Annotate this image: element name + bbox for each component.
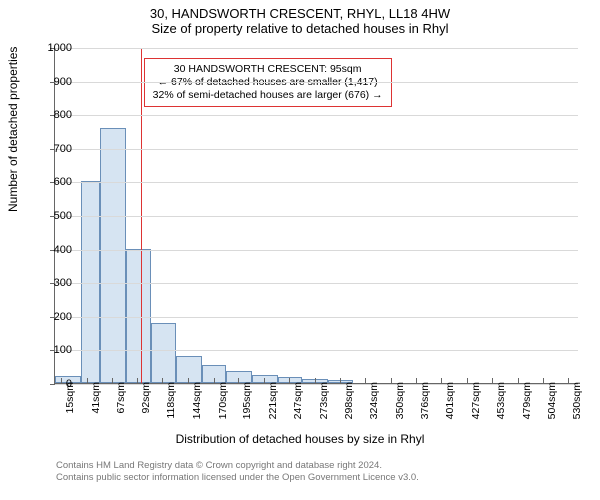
x-tick-label: 453sqm — [495, 382, 507, 419]
x-tick-label: 350sqm — [394, 382, 406, 419]
x-tick-label: 479sqm — [521, 382, 533, 419]
x-tick-mark — [112, 378, 113, 383]
x-tick-label: 247sqm — [292, 382, 304, 419]
x-tick-mark — [543, 378, 544, 383]
x-tick-label: 170sqm — [217, 382, 229, 419]
x-axis-label: Distribution of detached houses by size … — [0, 432, 600, 446]
gridline — [55, 48, 578, 49]
x-tick-label: 92sqm — [140, 382, 152, 414]
x-tick-mark — [137, 378, 138, 383]
histogram-bar — [100, 128, 126, 383]
y-tick-label: 700 — [32, 143, 72, 155]
y-tick-label: 300 — [32, 277, 72, 289]
x-tick-mark — [365, 378, 366, 383]
y-tick-label: 800 — [32, 109, 72, 121]
gridline — [55, 149, 578, 150]
x-tick-mark — [441, 378, 442, 383]
x-tick-label: 144sqm — [191, 382, 203, 419]
y-tick-label: 500 — [32, 210, 72, 222]
y-axis-label: Number of detached properties — [6, 47, 20, 212]
x-tick-label: 118sqm — [165, 382, 177, 419]
x-tick-mark — [61, 378, 62, 383]
annotation-box: 30 HANDSWORTH CRESCENT: 95sqm ← 67% of d… — [144, 58, 392, 107]
x-tick-mark — [188, 378, 189, 383]
gridline — [55, 250, 578, 251]
y-tick-label: 900 — [32, 76, 72, 88]
x-tick-mark — [340, 378, 341, 383]
annotation-line2: ← 67% of detached houses are smaller (1,… — [153, 76, 383, 89]
attribution-line2: Contains public sector information licen… — [56, 472, 419, 484]
x-tick-mark — [264, 378, 265, 383]
x-tick-mark — [238, 378, 239, 383]
attribution-line1: Contains HM Land Registry data © Crown c… — [56, 460, 419, 472]
gridline — [55, 350, 578, 351]
gridline — [55, 82, 578, 83]
x-tick-label: 376sqm — [419, 382, 431, 419]
chart-title-block: 30, HANDSWORTH CRESCENT, RHYL, LL18 4HW … — [0, 0, 600, 36]
x-tick-mark — [315, 378, 316, 383]
y-tick-label: 400 — [32, 244, 72, 256]
attribution-text: Contains HM Land Registry data © Crown c… — [56, 460, 419, 485]
gridline — [55, 283, 578, 284]
x-tick-label: 504sqm — [546, 382, 558, 419]
x-tick-mark — [416, 378, 417, 383]
histogram-bar — [151, 323, 177, 383]
x-tick-label: 427sqm — [470, 382, 482, 419]
x-tick-label: 298sqm — [343, 382, 355, 419]
y-tick-label: 1000 — [32, 42, 72, 54]
plot-area: 30 HANDSWORTH CRESCENT: 95sqm ← 67% of d… — [54, 48, 578, 384]
gridline — [55, 216, 578, 217]
x-tick-label: 195sqm — [241, 382, 253, 419]
x-tick-mark — [518, 378, 519, 383]
x-tick-label: 15sqm — [64, 382, 76, 414]
x-tick-label: 324sqm — [368, 382, 380, 419]
y-tick-label: 600 — [32, 176, 72, 188]
x-tick-mark — [492, 378, 493, 383]
x-tick-mark — [214, 378, 215, 383]
chart-title-sub: Size of property relative to detached ho… — [0, 21, 600, 36]
annotation-line1: 30 HANDSWORTH CRESCENT: 95sqm — [153, 63, 383, 76]
y-tick-label: 200 — [32, 311, 72, 323]
gridline — [55, 115, 578, 116]
x-tick-mark — [289, 378, 290, 383]
chart-title-main: 30, HANDSWORTH CRESCENT, RHYL, LL18 4HW — [0, 6, 600, 21]
annotation-line3: 32% of semi-detached houses are larger (… — [153, 89, 383, 102]
x-tick-mark — [391, 378, 392, 383]
gridline — [55, 317, 578, 318]
x-tick-label: 67sqm — [115, 382, 127, 414]
x-tick-mark — [467, 378, 468, 383]
x-tick-label: 273sqm — [318, 382, 330, 419]
y-tick-label: 100 — [32, 344, 72, 356]
gridline — [55, 182, 578, 183]
x-tick-label: 221sqm — [267, 382, 279, 419]
x-tick-label: 401sqm — [444, 382, 456, 419]
x-tick-mark — [568, 378, 569, 383]
chart-area: Number of detached properties 30 HANDSWO… — [0, 42, 600, 452]
x-tick-mark — [87, 378, 88, 383]
histogram-bar — [126, 249, 151, 383]
x-tick-label: 530sqm — [571, 382, 583, 419]
x-tick-mark — [162, 378, 163, 383]
x-tick-label: 41sqm — [90, 382, 102, 414]
